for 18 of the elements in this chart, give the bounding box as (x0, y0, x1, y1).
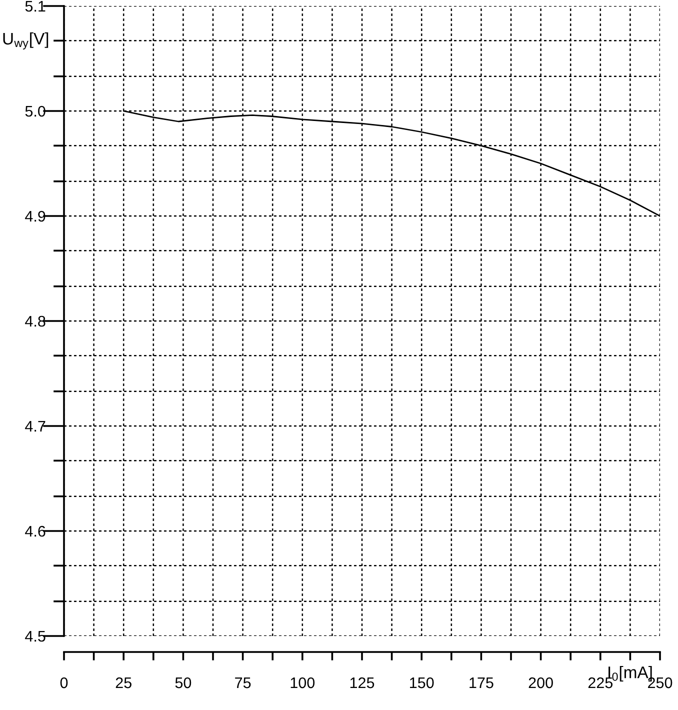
y-tick-label: 4.7 (25, 421, 46, 432)
y-tick-label: 4.5 (25, 631, 46, 642)
x-tick-label: 175 (470, 678, 494, 688)
x-tick-label: 225 (588, 677, 613, 688)
y-tick-label: 5.1 (25, 1, 46, 12)
y-tick-label: 4.9 (25, 210, 46, 222)
x-tick-label: 125 (350, 677, 374, 688)
x-tick-label: 25 (116, 677, 132, 688)
x-tick-label: 50 (175, 677, 192, 688)
x-tick-label: 150 (410, 677, 434, 688)
x-tick-label: 100 (290, 677, 315, 688)
x-tick-label: 0 (60, 677, 68, 688)
y-axis-title: U$_{wy}$[V] (3, 32, 48, 50)
x-tick-label: 200 (528, 677, 553, 688)
y-tick-label: 5.0 (25, 106, 46, 117)
x-tick-label: 75 (235, 678, 251, 688)
y-tick-label: 4.8 (25, 316, 46, 327)
y-tick-label: 4.6 (25, 526, 46, 537)
